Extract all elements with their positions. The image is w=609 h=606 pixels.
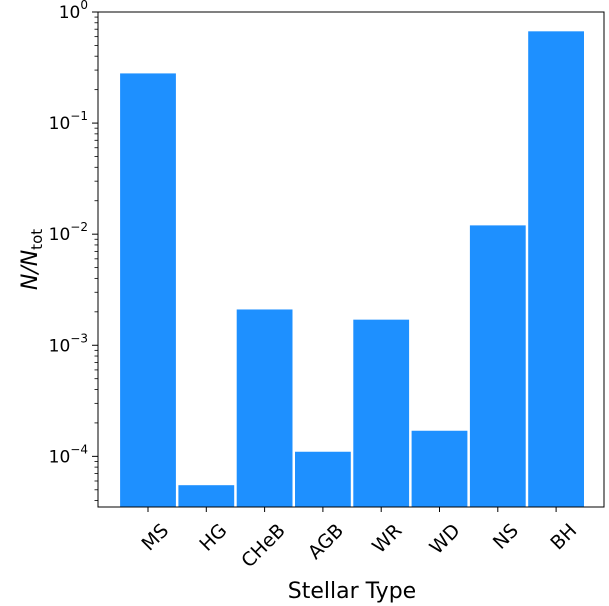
y-tick-label: 100 bbox=[59, 0, 88, 23]
y-ticks-group: 100 10−1 10−2 10−3 10−4 bbox=[49, 0, 98, 467]
x-axis-label: Stellar Type bbox=[288, 579, 416, 604]
y-axis-label-main: N/N bbox=[18, 250, 43, 290]
y-tick-label: 10−4 bbox=[49, 442, 88, 467]
minor-ticks-group bbox=[94, 16, 98, 501]
y-axis-label: N/Ntot bbox=[18, 229, 46, 290]
bar-wd bbox=[411, 430, 468, 507]
bar-bh bbox=[528, 31, 584, 507]
y-tick-label: 10−2 bbox=[49, 220, 88, 245]
bar-hg bbox=[178, 485, 235, 507]
y-tick-label: 10−3 bbox=[49, 331, 88, 356]
bar-agb bbox=[295, 451, 351, 507]
x-tick-label-hg: HG bbox=[195, 520, 231, 556]
x-tick-label-cheb: CHeB bbox=[237, 520, 290, 573]
bar-cheb bbox=[236, 309, 293, 507]
x-tick-label-wd: WD bbox=[425, 520, 464, 559]
bar-wr bbox=[353, 319, 410, 507]
x-tick-label-bh: BH bbox=[546, 520, 581, 555]
x-tick-label-ns: NS bbox=[489, 520, 523, 554]
x-ticks-group: MS HG CHeB AGB WR WD NS BH bbox=[137, 507, 581, 572]
bar-ms bbox=[120, 73, 176, 507]
y-tick-label: 10−1 bbox=[49, 109, 88, 134]
x-tick-label-wr: WR bbox=[368, 520, 406, 558]
x-tick-label-agb: AGB bbox=[304, 520, 348, 564]
y-axis-label-sub: tot bbox=[28, 229, 46, 250]
bars-group bbox=[120, 31, 584, 507]
plot-frame bbox=[97, 11, 605, 508]
x-tick-label-ms: MS bbox=[137, 520, 173, 556]
bar-ns bbox=[469, 225, 526, 507]
